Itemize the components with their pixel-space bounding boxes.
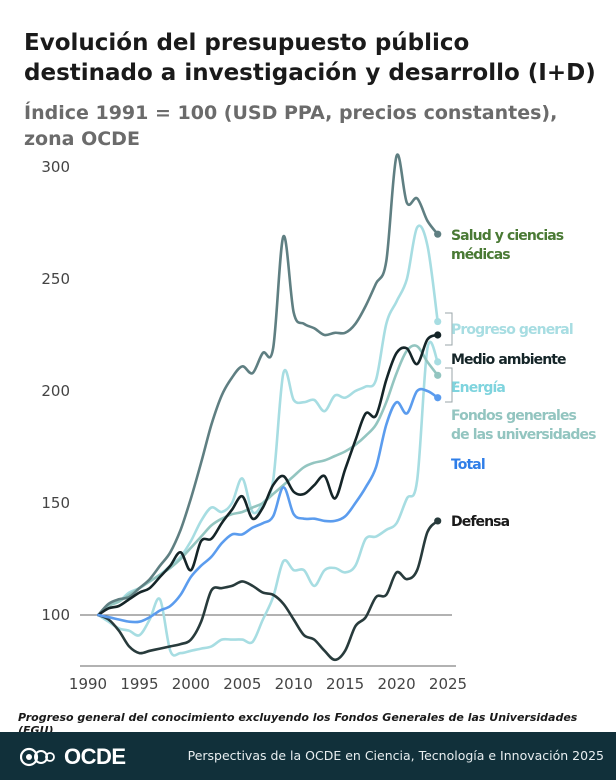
x-tick-label: 1990 xyxy=(69,675,107,693)
oecd-logo[interactable]: OCDE xyxy=(20,744,126,770)
series-label-line: médicas xyxy=(451,247,510,263)
series-line-energia xyxy=(97,340,439,657)
series-end-point-progreso-general xyxy=(434,317,442,326)
y-tick-label: 200 xyxy=(41,382,70,400)
y-tick-label: 150 xyxy=(41,494,70,512)
series-label-line: Fondos generales xyxy=(451,408,577,424)
series-label-line: de las universidades xyxy=(451,427,596,443)
series-line-defensa xyxy=(97,519,439,662)
series-end-point-total xyxy=(434,394,442,402)
y-tick-label: 300 xyxy=(41,158,70,176)
series-label-defensa: Defensa xyxy=(451,514,510,530)
series-end-point-fondos-generales-de-las-universidades xyxy=(434,371,442,379)
series-label-line: Defensa xyxy=(451,514,510,530)
series-label-line: Progreso general xyxy=(451,322,573,338)
oecd-logo-text: OCDE xyxy=(64,744,126,769)
series-end-point-medio-ambiente xyxy=(434,331,442,339)
label-leader-bracket xyxy=(445,367,453,403)
x-tick-label: 2010 xyxy=(275,675,313,693)
series-label-line: Energía xyxy=(451,380,505,396)
series-end-point-defensa xyxy=(434,517,442,525)
series-line-medio-ambiente xyxy=(97,333,439,617)
series-label-fondos-generales-de-las-universidades: Fondos generales de las universidades xyxy=(451,408,596,443)
series-label-total: Total xyxy=(451,457,485,473)
x-tick-label: 2005 xyxy=(223,675,261,693)
chart-subtitle: Índice 1991 = 100 (USD PPA, precios cons… xyxy=(24,102,558,150)
oecd-globe-icon xyxy=(20,747,55,767)
y-tick-label: 250 xyxy=(41,270,70,288)
series-line-fondos-generales-de-las-universidades xyxy=(97,344,439,617)
chart-title: Evolución del presupuesto público destin… xyxy=(24,30,596,86)
x-tick-label: 2025 xyxy=(429,675,467,693)
footer-bar: OCDE Perspectivas de la OCDE en Ciencia,… xyxy=(0,732,616,780)
x-tick-label: 1995 xyxy=(120,675,158,693)
series-end-point-salud-y-ciencias-medicas xyxy=(434,230,442,238)
line-chart: 100 150 200 250 300 1990 1995 2000 2005 2010 2015 2… xyxy=(41,153,597,693)
x-tick-label: 2020 xyxy=(377,675,415,693)
footer-publication: Perspectivas de la OCDE en Ciencia, Tecn… xyxy=(187,748,604,763)
x-tick-label: 2015 xyxy=(326,675,364,693)
series-label-salud-y-ciencias-medicas: Salud y ciencias médicas xyxy=(451,228,564,263)
series-label-line: Salud y ciencias xyxy=(451,228,564,244)
series-label-energia: Energía xyxy=(451,380,505,396)
series-label-medio-ambiente: Medio ambiente xyxy=(451,352,566,368)
series-line-total xyxy=(97,387,439,624)
series-label-line: Total xyxy=(451,457,485,473)
y-tick-label: 100 xyxy=(41,606,70,624)
series-line-salud-y-ciencias-medicas xyxy=(97,153,439,617)
series-label-progreso-general: Progreso general xyxy=(451,322,573,338)
x-tick-label: 2000 xyxy=(172,675,210,693)
series-label-line: Medio ambiente xyxy=(451,352,566,368)
series-end-point-energia xyxy=(434,358,442,366)
